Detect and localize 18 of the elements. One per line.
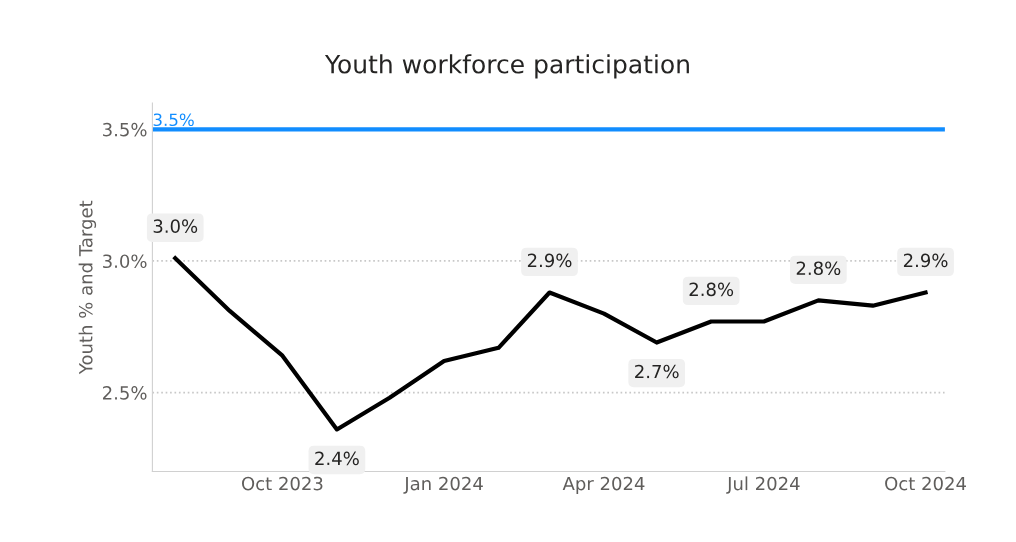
x-tick-label: Jan 2024 [403, 476, 483, 494]
data-label: 2.4% [315, 451, 359, 466]
y-axis-title: Youth % and Target [78, 200, 97, 375]
x-tick-label: Oct 2024 [885, 476, 966, 491]
x-tick-label: Apr 2024 [562, 476, 645, 494]
data-label: 2.8% [689, 282, 734, 297]
y-tick-label: 2.5% [102, 386, 147, 400]
data-label: 2.9% [527, 253, 572, 268]
x-tick-label: Jul 2024 [726, 476, 800, 494]
data-label: 2.7% [635, 364, 679, 379]
chart-title: Youth workforce participation [324, 54, 689, 79]
data-label: 2.8% [796, 261, 841, 276]
x-tick-label: Oct 2023 [241, 476, 323, 491]
data-label: 3.0% [153, 219, 198, 233]
data-label: 2.9% [903, 253, 948, 268]
ref-line-label: 3.5% [153, 113, 194, 127]
y-tick-label: 3.0% [103, 254, 147, 269]
y-tick-label: 3.5% [103, 122, 147, 137]
